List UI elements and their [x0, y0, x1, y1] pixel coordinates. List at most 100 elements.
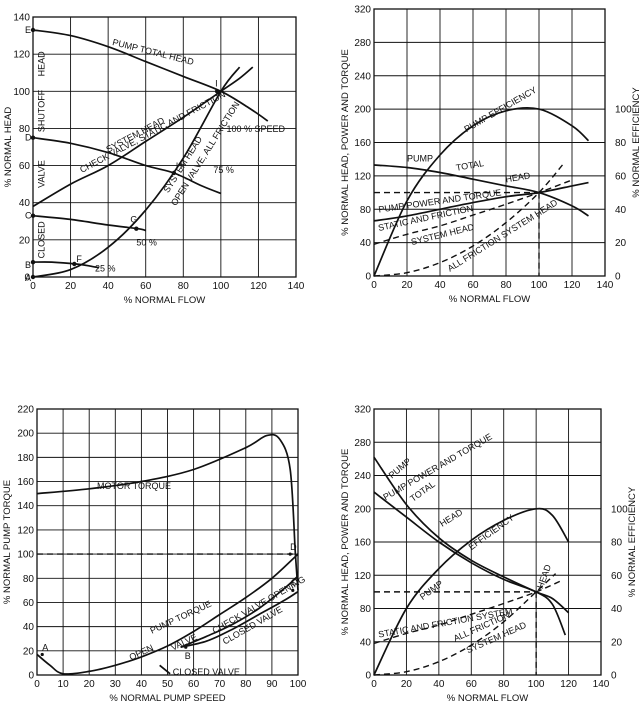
vertical-label: SHUTOFF [36, 89, 46, 132]
y-tick-label: 0 [365, 272, 371, 283]
y2-tick-label: 80 [615, 138, 627, 149]
point-marker [184, 645, 188, 649]
y-tick-label: 120 [13, 50, 30, 61]
x-axis-label: % NORMAL FLOW [447, 693, 528, 703]
x-tick-label: 10 [58, 679, 70, 690]
y-tick-label: 0 [365, 671, 371, 682]
y-tick-label: 0 [24, 273, 30, 284]
x-axis-label: % NORMAL PUMP SPEED [109, 693, 225, 703]
x-tick-label: 80 [178, 281, 190, 292]
point-label: A [42, 642, 48, 652]
y2-tick-label: 80 [611, 538, 623, 549]
x-tick-label: 30 [110, 679, 122, 690]
y-tick-label: 320 [354, 5, 371, 16]
x-tick-label: 60 [140, 281, 152, 292]
x-tick-label: 140 [288, 281, 305, 292]
point-label: F [76, 254, 82, 264]
point-label: E [25, 25, 31, 35]
x-tick-label: 90 [266, 679, 278, 690]
x-tick-label: 140 [593, 679, 610, 690]
y-tick-label: 220 [17, 405, 34, 416]
x-tick-label: 0 [34, 679, 40, 690]
y-tick-label: 200 [354, 504, 371, 515]
y-tick-label: 80 [19, 124, 31, 135]
y-tick-label: 40 [360, 238, 372, 249]
series-line-1-2 [373, 181, 589, 222]
vertical-label: CLOSED [36, 221, 46, 259]
y-tick-label: 40 [19, 198, 31, 209]
x-tick-label: 100 [290, 679, 307, 690]
point-marker [171, 170, 177, 176]
y-tick-label: 60 [23, 598, 35, 609]
y-tick-label: 0 [28, 671, 34, 682]
point-marker [288, 552, 292, 556]
x-tick-label: 0 [30, 281, 36, 292]
x-tick-label: 60 [188, 679, 200, 690]
y2-tick-label: 0 [611, 671, 617, 682]
point-marker [30, 135, 36, 140]
point-label: D [25, 133, 32, 143]
series-line-0-5 [32, 66, 241, 278]
x-tick-label: 70 [214, 679, 226, 690]
y-tick-label: 280 [354, 38, 371, 49]
x-tick-label: 40 [433, 679, 445, 690]
y-axis-label: % NORMAL HEAD, POWER AND TORQUE [340, 49, 351, 236]
curve-label: HEAD [505, 170, 532, 184]
point-marker [30, 259, 36, 265]
series-line-3-2 [373, 507, 570, 676]
y-tick-label: 140 [13, 13, 30, 24]
series-line-2-1 [36, 553, 299, 675]
curve-label: 50 % [136, 237, 157, 247]
x-tick-label: 80 [240, 679, 252, 690]
point-label: C [25, 211, 32, 221]
plot-frame-0 [32, 16, 297, 278]
y-tick-label: 100 [17, 550, 34, 561]
y-axis-label: % NORMAL HEAD, POWER AND TORQUE [340, 449, 351, 636]
y-tick-label: 40 [23, 622, 35, 633]
curve-label: 75 % [213, 165, 234, 175]
y-tick-label: 120 [354, 171, 371, 182]
y2-tick-label: 40 [615, 205, 627, 216]
y-tick-label: 160 [17, 477, 34, 488]
y2-tick-label: 60 [611, 571, 623, 582]
x-tick-label: 20 [65, 281, 77, 292]
y2-axis-label: % NORMAL EFFICIENCY [631, 87, 642, 198]
label-leader [159, 664, 171, 675]
y-tick-label: 240 [354, 471, 371, 482]
x-tick-label: 80 [500, 280, 512, 291]
y-tick-label: 160 [354, 138, 371, 149]
y-tick-label: 240 [354, 71, 371, 82]
y-tick-label: 40 [360, 637, 372, 648]
vertical-label: HEAD [36, 51, 46, 77]
curve-label: TOTAL [455, 158, 484, 173]
x-tick-label: 50 [162, 679, 174, 690]
series-line-0-3 [32, 261, 99, 269]
x-tick-label: 40 [103, 281, 115, 292]
curve-label: VALVE [169, 632, 198, 653]
y2-tick-label: 0 [615, 272, 621, 283]
y-tick-label: 200 [17, 429, 34, 440]
y-tick-label: 140 [17, 501, 34, 512]
y-tick-label: 120 [17, 525, 34, 536]
y2-tick-label: 20 [615, 238, 627, 249]
point-marker [30, 274, 36, 280]
y-tick-label: 80 [360, 604, 372, 615]
point-label: B [25, 260, 31, 270]
point-label: C [291, 577, 298, 587]
series-line-3-0 [373, 456, 570, 614]
point-label: B [185, 651, 191, 661]
curve-label: HEAD [438, 507, 465, 529]
series-line-0-0 [32, 29, 269, 122]
curve-label: 100 % SPEED [226, 124, 285, 134]
point-label: G [130, 215, 137, 225]
x-tick-label: 40 [434, 280, 446, 291]
y-tick-label: 180 [17, 453, 34, 464]
x-tick-label: 20 [401, 280, 413, 291]
x-axis-label: % NORMAL FLOW [124, 295, 205, 306]
series-line-1-4 [373, 162, 565, 277]
x-tick-label: 120 [564, 280, 581, 291]
point-marker [134, 226, 139, 231]
point-marker [72, 261, 77, 267]
y-tick-label: 80 [360, 205, 372, 216]
